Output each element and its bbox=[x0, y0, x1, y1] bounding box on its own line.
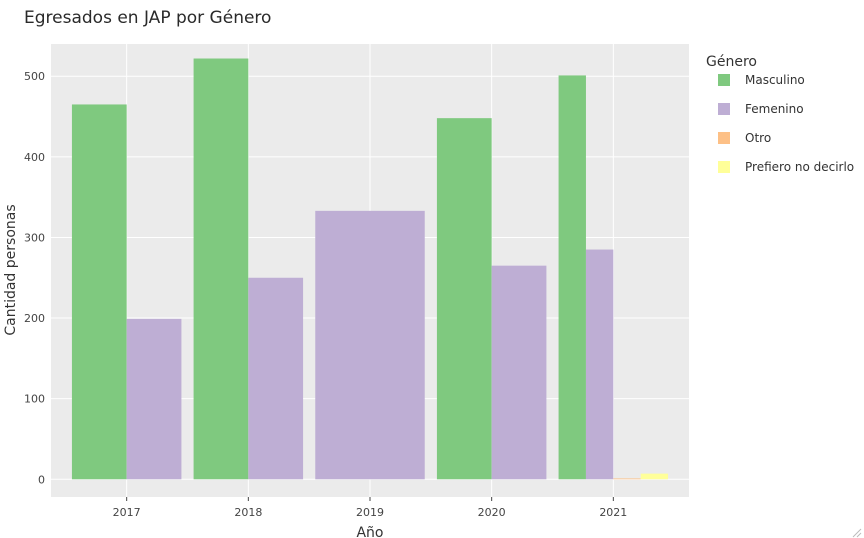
bar[interactable] bbox=[126, 318, 182, 480]
y-tick-label: 100 bbox=[24, 393, 45, 406]
bar[interactable] bbox=[193, 58, 249, 480]
legend-item[interactable]: Prefiero no decirlo bbox=[745, 160, 854, 174]
legend-items: Masculino Femenino Otro Prefiero no decirlo bbox=[718, 73, 854, 174]
legend-swatch bbox=[718, 161, 730, 173]
x-tick-label: 2021 bbox=[599, 506, 627, 519]
legend-swatch bbox=[718, 74, 730, 86]
legend-swatch bbox=[718, 103, 730, 115]
y-tick-label: 200 bbox=[24, 312, 45, 325]
bar[interactable] bbox=[315, 210, 425, 480]
y-tick-label: 500 bbox=[24, 70, 45, 83]
x-tick-label: 2018 bbox=[234, 506, 262, 519]
x-tick-label: 2019 bbox=[356, 506, 384, 519]
y-axis-title: Cantidad personas bbox=[3, 204, 19, 335]
bar[interactable] bbox=[71, 104, 127, 480]
y-tick-label: 300 bbox=[24, 231, 45, 244]
legend: Género Masculino Femenino Otro Prefiero no … bbox=[706, 54, 854, 174]
x-axis-ticks: 2017 2018 2019 2020 2021 bbox=[113, 497, 627, 519]
legend-title: Género bbox=[706, 54, 757, 70]
y-tick-label: 400 bbox=[24, 151, 45, 164]
resize-handle-icon bbox=[852, 528, 862, 538]
bar[interactable] bbox=[558, 75, 586, 480]
bar[interactable] bbox=[585, 249, 614, 480]
legend-swatch bbox=[718, 132, 730, 144]
bar[interactable] bbox=[640, 473, 669, 480]
bar[interactable] bbox=[248, 277, 304, 480]
x-axis-title: Año bbox=[356, 525, 383, 538]
legend-item[interactable]: Otro bbox=[745, 131, 771, 145]
chart-title: Egresados en JAP por Género bbox=[24, 8, 271, 28]
bar[interactable] bbox=[436, 118, 492, 480]
y-tick-label: 0 bbox=[38, 473, 45, 486]
legend-item[interactable]: Femenino bbox=[745, 102, 804, 116]
bars bbox=[71, 58, 669, 480]
legend-item[interactable]: Masculino bbox=[745, 73, 805, 87]
x-tick-label: 2017 bbox=[113, 506, 141, 519]
x-tick-label: 2020 bbox=[478, 506, 506, 519]
bar[interactable] bbox=[491, 265, 547, 480]
bar[interactable] bbox=[613, 478, 641, 480]
y-axis-ticks: 0 100 200 300 400 500 bbox=[24, 70, 45, 486]
